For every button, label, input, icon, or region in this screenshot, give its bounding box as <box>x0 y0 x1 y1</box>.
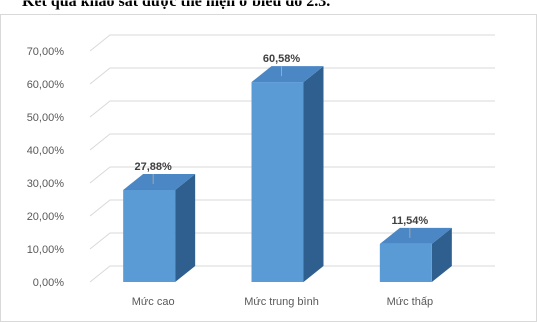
y-tick-label: 50,00% <box>27 112 65 124</box>
bar <box>251 66 324 282</box>
gridline <box>89 67 495 85</box>
y-tick-label: 60,00% <box>27 79 65 91</box>
bars <box>123 66 452 282</box>
bar <box>379 227 452 282</box>
data-label: 27,88% <box>135 161 173 173</box>
y-tick-label: 10,00% <box>27 244 65 256</box>
bar <box>123 173 196 282</box>
gridline <box>89 199 495 217</box>
gridline <box>89 100 495 118</box>
x-category-label: Mức trung bình <box>244 296 319 308</box>
data-label: 60,58% <box>263 53 301 65</box>
gridlines <box>89 34 495 283</box>
data-labels: 27,88% 60,58% 11,54% <box>135 53 429 227</box>
y-tick-label: 0,00% <box>33 277 64 289</box>
y-tick-label: 70,00% <box>27 46 65 58</box>
gridline <box>89 34 495 52</box>
gridline <box>89 133 495 151</box>
gridline <box>89 166 495 184</box>
x-category-label: Mức cao <box>132 296 175 308</box>
x-category-label: Mức thấp <box>387 296 434 308</box>
y-tick-label: 30,00% <box>27 178 65 190</box>
chart-caption: Kết quả khảo sát được thể hiện ở biểu đồ… <box>22 0 330 10</box>
data-label: 11,54% <box>391 215 428 227</box>
y-tick-label: 40,00% <box>27 145 65 157</box>
y-tick-label: 20,00% <box>27 211 65 223</box>
x-axis-categories: Mức cao Mức trung bình Mức thấp <box>132 296 433 308</box>
gridline <box>89 265 495 283</box>
y-axis-ticks: 0,00% 10,00% 20,00% 30,00% 40,00% 50,00% 60,00… <box>27 46 65 289</box>
gridline <box>89 232 495 250</box>
